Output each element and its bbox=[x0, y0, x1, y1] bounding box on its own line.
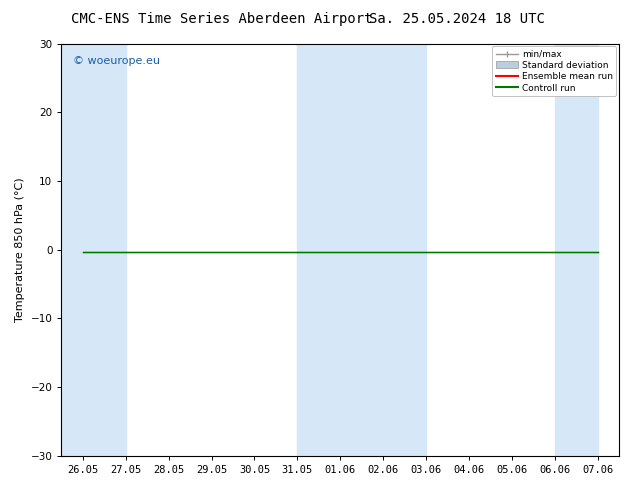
Bar bbox=[297, 44, 426, 456]
Bar bbox=[555, 44, 598, 456]
Text: CMC-ENS Time Series Aberdeen Airport: CMC-ENS Time Series Aberdeen Airport bbox=[71, 12, 373, 26]
Legend: min/max, Standard deviation, Ensemble mean run, Controll run: min/max, Standard deviation, Ensemble me… bbox=[492, 46, 616, 96]
Y-axis label: Temperature 850 hPa (°C): Temperature 850 hPa (°C) bbox=[15, 177, 25, 322]
Text: Sa. 25.05.2024 18 UTC: Sa. 25.05.2024 18 UTC bbox=[368, 12, 545, 26]
Text: © woeurope.eu: © woeurope.eu bbox=[73, 56, 160, 66]
Bar bbox=[61, 44, 126, 456]
